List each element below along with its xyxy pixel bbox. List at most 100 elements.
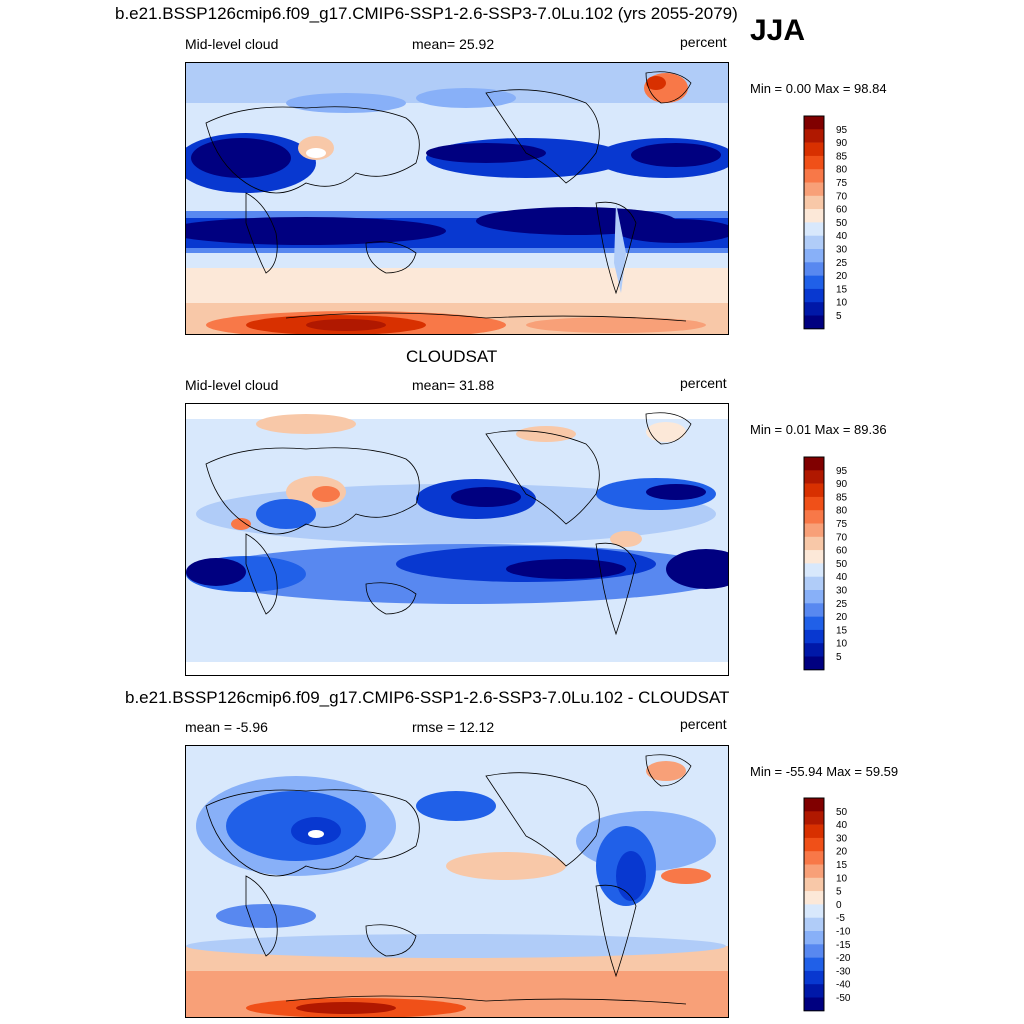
colorbar-tick-label: 0	[836, 900, 842, 911]
panel3-units-label: percent	[680, 716, 727, 732]
colorbar-swatch	[804, 457, 824, 471]
colorbar-tick-label: 60	[836, 546, 848, 557]
colorbar-tick-label: 30	[836, 833, 848, 844]
figure-title: b.e21.BSSP126cmip6.f09_g17.CMIP6-SSP1-2.…	[115, 4, 738, 23]
colorbar-swatch	[804, 656, 824, 671]
colorbar-swatch	[804, 315, 824, 330]
colorbar-swatch	[804, 142, 824, 157]
colorbar-swatch	[804, 510, 824, 524]
colorbar-tick-label: 40	[836, 572, 848, 583]
colorbar-tick-label: 10	[836, 298, 848, 309]
colorbar-swatch	[804, 811, 824, 825]
panel2-title: CLOUDSAT	[406, 347, 498, 366]
colorbar-swatch	[804, 302, 824, 316]
colorbar-tick-label: 40	[836, 820, 848, 831]
panel2-variable-label: Mid-level cloud	[185, 377, 279, 393]
colorbar-swatch	[804, 116, 824, 130]
colorbar-swatch	[804, 275, 824, 290]
colorbar-swatch	[804, 590, 824, 604]
colorbar-swatch	[804, 182, 824, 197]
colorbar-swatch	[804, 837, 824, 852]
colorbar-tick-label: 95	[836, 466, 848, 477]
panel2-map	[185, 403, 729, 676]
colorbar-swatch	[804, 616, 824, 631]
colorbar-tick-label: 15	[836, 625, 848, 636]
colorbar-swatch	[804, 643, 824, 657]
colorbar-tick-label: 90	[836, 479, 848, 490]
colorbar-tick-label: 80	[836, 506, 848, 517]
colorbar-swatch	[804, 944, 824, 958]
colorbar-swatch	[804, 851, 824, 865]
colorbar-tick-label: 85	[836, 492, 848, 503]
colorbar-tick-label: 10	[836, 873, 848, 884]
colorbar-tick-label: -40	[836, 980, 851, 991]
colorbar-swatch	[804, 917, 824, 932]
colorbar-swatch	[804, 483, 824, 498]
panel3-title: b.e21.BSSP126cmip6.f09_g17.CMIP6-SSP1-2.…	[125, 688, 730, 707]
colorbar-tick-label: 75	[836, 178, 848, 189]
colorbar-swatch	[804, 195, 824, 210]
colorbar-tick-label: 20	[836, 612, 848, 623]
panel1-map	[185, 62, 729, 335]
colorbar-swatch	[804, 550, 824, 564]
colorbar-swatch	[804, 209, 824, 223]
colorbar-tick-label: 25	[836, 258, 848, 269]
colorbar-swatch	[804, 891, 824, 905]
colorbar-swatch	[804, 877, 824, 892]
colorbar-tick-label: 50	[836, 218, 848, 229]
panel3-mean-label: mean = -5.96	[185, 719, 268, 735]
panel3-minmax-label: Min = -55.94 Max = 59.59	[750, 764, 899, 779]
colorbar-swatch	[804, 970, 824, 985]
colorbar-swatch	[804, 129, 824, 143]
season-label: JJA	[750, 14, 806, 47]
panel1-colorbar: 95 90 85 80 75 70 60 50 40 30 25 20 15 10 5	[803, 115, 864, 330]
panel2-mean-label: mean= 31.88	[412, 377, 495, 393]
colorbar-swatch	[804, 957, 824, 972]
colorbar-tick-label: -5	[836, 913, 845, 924]
colorbar-tick-label: 75	[836, 519, 848, 530]
panel1-contour-plot	[186, 63, 728, 334]
panel2-minmax-label: Min = 0.01 Max = 89.36	[750, 422, 887, 437]
colorbar-swatch	[804, 603, 824, 617]
colorbar-tick-label: 40	[836, 231, 848, 242]
panel1-units-label: percent	[680, 34, 727, 50]
colorbar-swatch	[804, 984, 824, 998]
panel2-colorbar: 95 90 85 80 75 70 60 50 40 30 25 20 15 10 5	[803, 456, 864, 671]
colorbar-swatch	[804, 222, 824, 236]
colorbar-tick-label: 90	[836, 138, 848, 149]
colorbar-swatch	[804, 997, 824, 1012]
colorbar-tick-label: -50	[836, 993, 851, 1004]
panel2-contour-plot	[186, 404, 728, 675]
colorbar-swatch	[804, 496, 824, 511]
colorbar-swatch	[804, 864, 824, 879]
colorbar-tick-label: 5	[836, 652, 842, 663]
colorbar-swatch	[804, 288, 824, 303]
colorbar-tick-label: 30	[836, 245, 848, 256]
colorbar-swatch	[804, 262, 824, 276]
colorbar-tick-label: 20	[836, 847, 848, 858]
colorbar-swatch	[804, 249, 824, 263]
colorbar-swatch	[804, 824, 824, 839]
colorbar-tick-label: 30	[836, 586, 848, 597]
colorbar-tick-label: 20	[836, 271, 848, 282]
colorbar-tick-label: 5	[836, 311, 842, 322]
colorbar-border	[803, 797, 825, 1012]
panel3-rmse-label: rmse = 12.12	[412, 719, 495, 735]
colorbar-tick-label: 5	[836, 887, 842, 898]
colorbar-swatch	[804, 536, 824, 551]
colorbar-tick-label: -15	[836, 940, 851, 951]
panel2-units-label: percent	[680, 375, 727, 391]
colorbar-swatch	[804, 169, 824, 183]
colorbar-swatch	[804, 904, 824, 918]
colorbar-swatch	[804, 563, 824, 577]
colorbar-border	[803, 456, 825, 671]
colorbar-swatch	[804, 931, 824, 945]
colorbar-tick-label: -20	[836, 953, 851, 964]
colorbar-tick-label: 15	[836, 284, 848, 295]
colorbar-swatch	[804, 155, 824, 170]
colorbar-tick-label: -30	[836, 966, 851, 977]
panel1-mean-label: mean= 25.92	[412, 36, 495, 52]
colorbar-tick-label: 60	[836, 205, 848, 216]
colorbar-swatch	[804, 523, 824, 538]
colorbar-tick-label: 10	[836, 639, 848, 650]
